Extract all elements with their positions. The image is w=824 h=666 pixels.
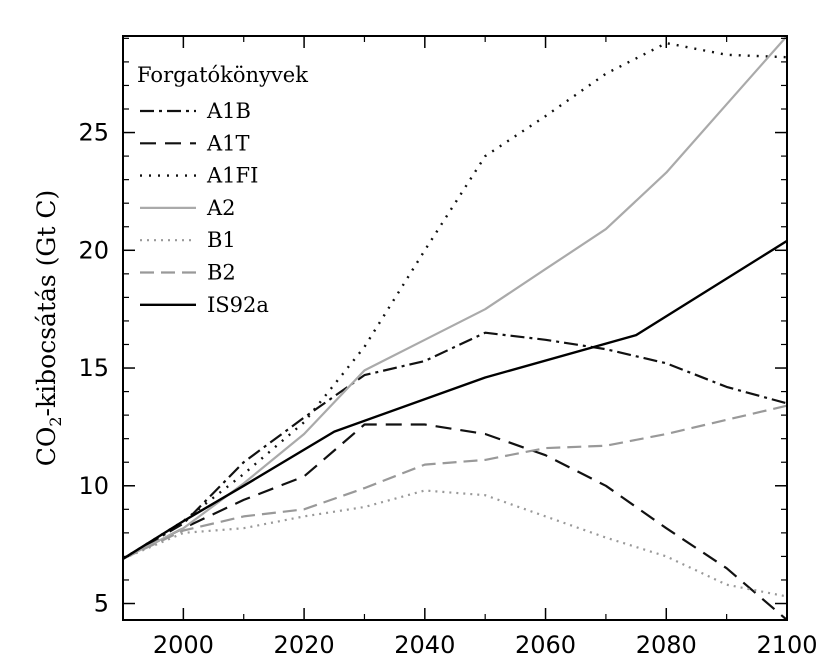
legend-label-a1t: A1T — [206, 131, 250, 155]
series-layer — [122, 35, 788, 621]
y-axis-label-subscript: 2 — [46, 416, 65, 426]
x-tick-label: 2000 — [153, 631, 214, 659]
x-tick-label: 2020 — [274, 631, 335, 659]
legend-label-is92a: IS92a — [207, 293, 269, 317]
x-tick-label: 2100 — [756, 631, 817, 659]
x-tick-label: 2080 — [636, 631, 697, 659]
y-tick-label: 5 — [94, 590, 109, 618]
x-tick-label: 2040 — [394, 631, 455, 659]
legend-label-a1b: A1B — [206, 99, 251, 123]
y-axis-label-rest: -kibocsátás (Gt C) — [32, 190, 61, 417]
y-tick-label: 10 — [78, 472, 109, 500]
series-line-a1b — [122, 331, 788, 560]
series-line-is92a — [122, 239, 788, 560]
y-tick-label: 25 — [78, 119, 109, 147]
plot-frame — [122, 35, 788, 621]
legend-label-a1fi: A1FI — [206, 164, 258, 188]
legend-label-a2: A2 — [206, 196, 236, 220]
y-tick-label: 20 — [78, 236, 109, 264]
y-axis-label-main: CO — [32, 427, 61, 467]
tick-layer: 2000 2020 2040 2060 2080 2100 5 10 15 20 25 — [78, 36, 818, 659]
legend: Forgatókönyvek A1B A1T A1FI A2 B1 B2 IS92a — [137, 63, 308, 317]
legend-label-b2: B2 — [207, 261, 236, 285]
x-tick-label: 2060 — [515, 631, 576, 659]
y-axis-label: CO2-kibocsátás (Gt C) — [32, 190, 65, 467]
legend-title: Forgatókönyvek — [137, 63, 308, 87]
y-tick-label: 15 — [78, 354, 109, 382]
legend-label-b1: B1 — [207, 228, 236, 252]
series-line-b1 — [122, 489, 788, 598]
series-line-b2 — [122, 404, 788, 560]
